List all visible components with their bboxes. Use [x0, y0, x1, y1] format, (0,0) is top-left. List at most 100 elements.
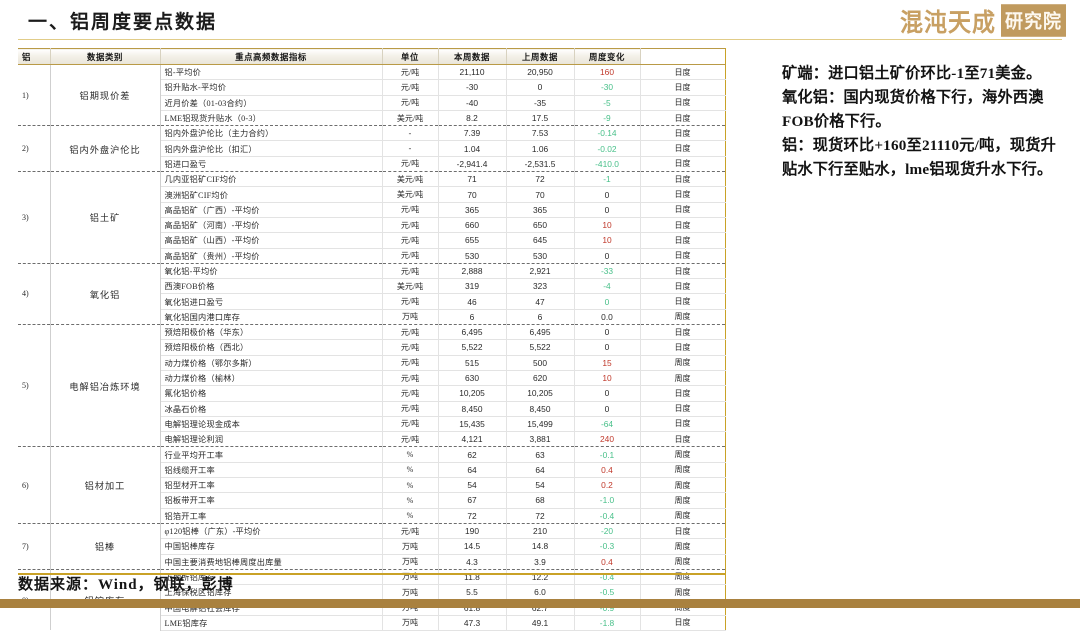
cell-indicator: 铝内外盘沪伦比（主力合约）: [160, 125, 383, 142]
cell-frequency: 周度: [640, 569, 726, 586]
table-row: 1) 铝期现价差 铝-平均价 元/吨 21,110 20,950 160 日度: [18, 64, 726, 127]
cell-current: 319: [438, 278, 507, 295]
cell-indicator: 高品铝矿（河南）-平均价: [160, 217, 383, 234]
cell-previous: 54: [506, 477, 575, 494]
cell-unit: 元/吨: [382, 339, 439, 356]
group-index: 1): [18, 64, 51, 127]
cell-current: -40: [438, 95, 507, 111]
cell-frequency: 日度: [640, 431, 726, 448]
title-divider: [18, 39, 1062, 40]
cell-indicator: 动力煤价格（鄂尔多斯）: [160, 355, 383, 371]
cell-frequency: 日度: [640, 140, 726, 157]
cell-indicator: 预焙阳极价格（西北）: [160, 339, 383, 356]
cell-unit: %: [382, 492, 439, 509]
cell-previous: 10,205: [506, 385, 575, 402]
cell-current: 8.2: [438, 110, 507, 127]
cell-unit: 美元/吨: [382, 278, 439, 295]
cell-current: 2,888: [438, 263, 507, 280]
cell-previous: 3.9: [506, 554, 575, 570]
cell-unit: 元/吨: [382, 431, 439, 448]
cell-current: 5,522: [438, 339, 507, 356]
cell-change: 0: [574, 186, 641, 203]
cell-current: 71: [438, 171, 507, 188]
cell-current: 530: [438, 248, 507, 264]
cell-frequency: 日度: [640, 523, 726, 540]
cell-change: -5: [574, 95, 641, 111]
group-index: 5): [18, 324, 51, 448]
table-row: 铝线缆开工率% 64 64 0.4 周度: [18, 462, 726, 479]
cell-unit: 元/吨: [382, 401, 439, 417]
cell-indicator: 铝升贴水-平均价: [160, 79, 383, 96]
cell-frequency: 周度: [640, 584, 726, 601]
cell-change: -0.4: [574, 569, 641, 586]
cell-change: 160: [574, 64, 641, 81]
cell-frequency: 周度: [640, 477, 726, 494]
cell-change: -30: [574, 79, 641, 96]
group-index: 7): [18, 523, 51, 570]
table-row: 冰晶石价格 元/吨 8,450 8,450 0 日度: [18, 401, 726, 417]
cell-change: 10: [574, 370, 641, 387]
cell-indicator: 预焙阳极价格（华东）: [160, 324, 383, 341]
table-row: 3) 铝土矿 几内亚铝矿CIF均价 美元/吨 71 72 -1 日度: [18, 171, 726, 264]
table-row: 铝升贴水-平均价 元/吨 -30 0 -30 日度: [18, 79, 726, 96]
cell-change: 10: [574, 232, 641, 249]
table-header: 铝 数据类别 重点高频数据指标 单位 本周数据 上周数据 周度变化: [18, 48, 726, 65]
table-row: 铝板带开工率% 67 68 -1.0 周度: [18, 492, 726, 509]
table-row: 澳洲铝矿CIF均价 美元/吨 70 70 0 日度: [18, 186, 726, 203]
cell-indicator: 铝-平均价: [160, 64, 383, 81]
cell-current: 64: [438, 462, 507, 479]
source-note: 数据来源：Wind，钢联，彭博: [18, 577, 234, 593]
cell-indicator: 行业平均开工率: [160, 446, 383, 463]
cell-frequency: 日度: [640, 171, 726, 188]
table-row: 铝进口盈亏 元/吨 -2,941.4 -2,531.5 -410.0 日度: [18, 156, 726, 173]
col-header-previous: 上周数据: [506, 48, 575, 65]
cell-unit: 万吨: [382, 584, 439, 601]
cell-frequency: 日度: [640, 263, 726, 280]
cell-previous: 63: [506, 446, 575, 463]
cell-previous: 620: [506, 370, 575, 387]
group-category: 氧化铝: [50, 263, 161, 326]
cell-previous: 500: [506, 355, 575, 371]
group-category: 铝内外盘沪伦比: [50, 125, 161, 173]
cell-change: 15: [574, 355, 641, 371]
cell-unit: 美元/吨: [382, 186, 439, 203]
cell-unit: %: [382, 462, 439, 479]
cell-previous: 5,522: [506, 339, 575, 356]
cell-indicator: 高品铝矿（广西）-平均价: [160, 202, 383, 218]
cell-frequency: 日度: [640, 217, 726, 234]
cell-indicator: LME铝库存: [160, 615, 383, 631]
cell-current: 6: [438, 309, 507, 326]
cell-frequency: 周度: [640, 309, 726, 326]
cell-current: 4.3: [438, 554, 507, 570]
cell-change: -0.02: [574, 140, 641, 157]
table-row: 高品铝矿（山西）-平均价 元/吨 655 645 10 日度: [18, 232, 726, 249]
cell-frequency: 日度: [640, 278, 726, 295]
cell-change: -0.4: [574, 508, 641, 524]
cell-previous: 323: [506, 278, 575, 295]
cell-unit: 元/吨: [382, 248, 439, 264]
cell-frequency: 日度: [640, 324, 726, 341]
cell-previous: 645: [506, 232, 575, 249]
cell-frequency: 日度: [640, 156, 726, 173]
cell-change: -410.0: [574, 156, 641, 173]
cell-change: -0.5: [574, 584, 641, 601]
cell-current: -30: [438, 79, 507, 96]
cell-indicator: LME铝现货升贴水（0-3）: [160, 110, 383, 127]
cell-change: 0: [574, 401, 641, 417]
table-row: 西澳FOB价格 美元/吨 319 323 -4 日度: [18, 278, 726, 295]
table-row: 高品铝矿（广西）-平均价 元/吨 365 365 0 日度: [18, 202, 726, 218]
cell-unit: 元/吨: [382, 156, 439, 173]
cell-change: 240: [574, 431, 641, 448]
cell-indicator: 冰晶石价格: [160, 401, 383, 417]
table-body: 1) 铝期现价差 铝-平均价 元/吨 21,110 20,950 160 日度 铝升贴水-平均价…: [18, 64, 726, 631]
cell-indicator: 铝板带开工率: [160, 492, 383, 509]
cell-frequency: 周度: [640, 355, 726, 371]
cell-frequency: 周度: [640, 446, 726, 463]
cell-unit: 元/吨: [382, 263, 439, 280]
cell-indicator: 澳洲铝矿CIF均价: [160, 186, 383, 203]
cell-change: -33: [574, 263, 641, 280]
cell-current: 21,110: [438, 64, 507, 81]
cell-change: -0.3: [574, 538, 641, 555]
cell-previous: 0: [506, 79, 575, 96]
cell-current: 655: [438, 232, 507, 249]
